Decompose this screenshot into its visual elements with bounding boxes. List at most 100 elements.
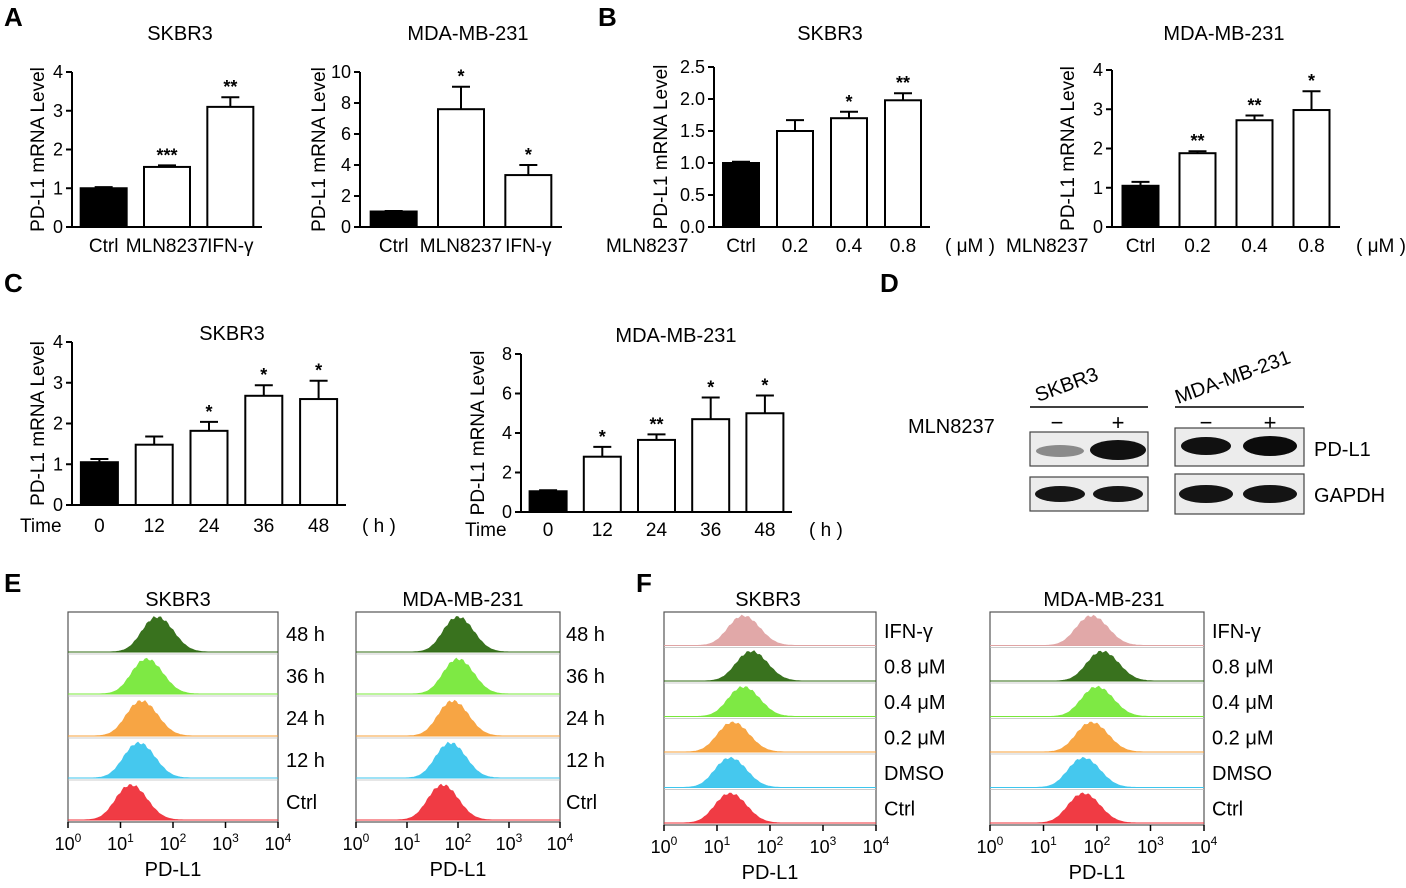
flow-x-tick-base: 10 — [394, 834, 414, 854]
flow-condition-label: IFN-γ — [1212, 621, 1261, 643]
y-tick-label: 2 — [53, 140, 63, 160]
bar — [79, 461, 119, 506]
flow-x-axis-label: PD-L1 — [145, 859, 202, 881]
y-axis-label: PD-L1 mRNA Level — [1058, 66, 1079, 231]
y-axis-label: PD-L1 mRNA Level — [468, 351, 489, 516]
panel-letter-d: D — [880, 268, 899, 298]
wb-cell-line-skbr3: SKBR3 — [1032, 364, 1101, 407]
flow-x-tick-label: 102 — [1084, 834, 1111, 857]
bar — [504, 174, 553, 228]
flow-x-tick-base: 10 — [1191, 837, 1211, 857]
y-tick-label: 4 — [1093, 60, 1103, 80]
wb-treatment-label: MLN8237 — [908, 416, 995, 438]
category-label: 36 — [253, 516, 274, 537]
bar — [637, 438, 676, 514]
flow-x-tick-label: 102 — [160, 831, 187, 854]
flow-condition-label: 24 h — [566, 708, 605, 730]
bar — [206, 105, 255, 228]
bar — [830, 117, 868, 228]
flow-title: MDA-MB-231 — [1043, 589, 1164, 611]
significance-label: * — [599, 427, 606, 447]
chart-title: MDA-MB-231 — [407, 23, 528, 45]
bar — [437, 108, 485, 228]
flow-x-tick-label: 103 — [496, 831, 523, 854]
wb-band-gapdh-mda-ctrl — [1179, 485, 1233, 503]
flow-x-tick-base: 10 — [651, 837, 671, 857]
flow-x-tick-base: 10 — [1084, 837, 1104, 857]
flow-x-tick-exponent: 2 — [465, 831, 472, 845]
bar — [884, 99, 922, 228]
flow-x-tick-base: 10 — [547, 834, 567, 854]
y-tick-label: 1 — [53, 454, 63, 474]
bar — [369, 210, 418, 228]
y-tick-label: 2 — [53, 414, 63, 434]
flow-x-tick-base: 10 — [863, 837, 883, 857]
chart-title: SKBR3 — [147, 23, 213, 45]
flow-x-tick-label: 101 — [1030, 834, 1057, 857]
flow-condition-label: DMSO — [1212, 763, 1272, 785]
significance-label: ** — [649, 414, 663, 434]
flow-x-tick-exponent: 1 — [724, 834, 731, 848]
wb-band-gapdh-skbr3-mln — [1093, 486, 1143, 502]
category-label: 0.2 — [782, 236, 808, 257]
flow-x-tick-exponent: 3 — [830, 834, 837, 848]
category-label: MLN8237 — [420, 236, 502, 257]
flow-x-tick-exponent: 4 — [567, 831, 574, 845]
flow-x-tick-label: 104 — [547, 831, 574, 854]
y-tick-label: 0.5 — [680, 185, 705, 205]
bar — [1292, 109, 1331, 228]
y-tick-label: 2.5 — [680, 57, 705, 77]
bar — [134, 443, 174, 507]
flow-x-tick-label: 102 — [757, 834, 784, 857]
y-tick-label: 2 — [502, 463, 512, 483]
category-label: IFN-γ — [207, 236, 254, 257]
bar — [745, 412, 785, 513]
y-tick-label: 8 — [502, 344, 512, 364]
significance-label: *** — [156, 145, 177, 165]
flow-x-tick-exponent: 1 — [414, 831, 421, 845]
flow-x-tick-base: 10 — [1137, 837, 1157, 857]
flow-x-tick-base: 10 — [55, 834, 75, 854]
y-tick-label: 0 — [53, 217, 63, 237]
panel-letter-f: F — [636, 568, 652, 598]
y-tick-label: 6 — [341, 124, 351, 144]
western-blot: SKBR3 MDA-MB-231 MLN8237 − + − + PD-L1 G… — [908, 347, 1385, 515]
wb-band-pdl1-skbr3-ctrl — [1036, 445, 1084, 457]
y-tick-label: 0 — [341, 217, 351, 237]
bar — [1178, 152, 1217, 229]
wb-band-gapdh-mda-mln — [1243, 485, 1297, 503]
flow-title: SKBR3 — [145, 589, 211, 611]
category-label: Ctrl — [1126, 236, 1156, 257]
flow-condition-label: 12 h — [566, 750, 605, 772]
significance-label: * — [205, 402, 212, 422]
flow-x-tick-exponent: 1 — [1050, 834, 1057, 848]
flow-x-tick-exponent: 0 — [671, 834, 678, 848]
flow-x-tick-base: 10 — [445, 834, 465, 854]
flow-x-tick-exponent: 2 — [777, 834, 784, 848]
bar — [722, 162, 760, 228]
y-tick-label: 4 — [502, 423, 512, 443]
flow-x-tick-base: 10 — [343, 834, 363, 854]
y-tick-label: 0 — [1093, 217, 1103, 237]
y-tick-label: 1.0 — [680, 153, 705, 173]
significance-label: ** — [896, 73, 910, 93]
bar — [299, 398, 339, 506]
flow-title: SKBR3 — [735, 589, 801, 611]
flow-x-tick-label: 101 — [394, 831, 421, 854]
category-label: 0.8 — [1298, 236, 1324, 257]
significance-label: ** — [1247, 96, 1261, 116]
category-label: 0.4 — [836, 236, 863, 257]
bar — [776, 130, 814, 228]
y-tick-label: 2.0 — [680, 89, 705, 109]
y-tick-label: 1 — [1093, 178, 1103, 198]
category-label: Ctrl — [89, 236, 119, 257]
significance-label: * — [525, 145, 532, 165]
wb-band-pdl1-skbr3-mln — [1090, 440, 1146, 460]
flow-x-tick-base: 10 — [977, 837, 997, 857]
flow-x-tick-base: 10 — [1030, 837, 1050, 857]
category-label: 0.4 — [1241, 236, 1268, 257]
